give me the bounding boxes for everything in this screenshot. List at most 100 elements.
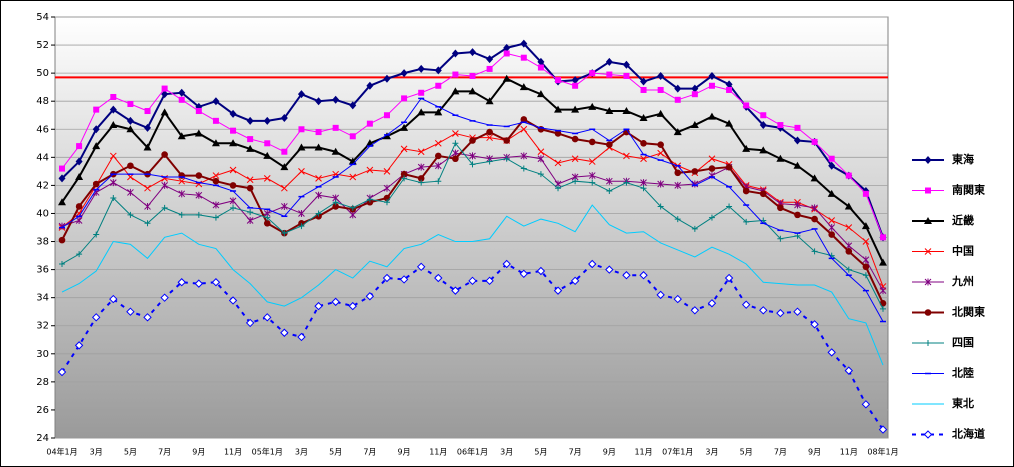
data-point [674, 181, 682, 189]
data-point [229, 197, 237, 205]
data-point [657, 203, 664, 210]
data-point [331, 147, 340, 155]
data-point [862, 256, 870, 264]
data-point [263, 313, 272, 322]
data-point [555, 185, 562, 192]
data-point [502, 259, 511, 269]
data-point [143, 143, 152, 151]
data-point [110, 195, 117, 202]
data-point [315, 210, 322, 217]
data-point [178, 88, 186, 97]
data-point [588, 138, 596, 146]
data-point [366, 166, 374, 174]
data-point [640, 86, 647, 93]
data-point [606, 141, 613, 149]
data-point [726, 86, 733, 93]
data-point [793, 307, 802, 316]
data-point [315, 97, 323, 106]
y-tick-label: 42 [36, 180, 49, 191]
data-point [263, 219, 271, 227]
data-point [75, 216, 83, 224]
data-point [537, 155, 545, 163]
data-point [811, 215, 818, 223]
data-point [349, 101, 357, 110]
data-point [298, 168, 305, 175]
data-point [827, 348, 836, 357]
data-point [332, 95, 340, 104]
plot-area [54, 16, 889, 439]
data-point [536, 90, 545, 98]
data-point [383, 112, 390, 119]
data-point [520, 125, 528, 133]
data-point [623, 152, 630, 160]
data-point [519, 269, 529, 279]
data-point [366, 81, 374, 90]
data-point [794, 124, 801, 131]
data-point [126, 116, 134, 125]
data-point [879, 258, 887, 266]
x-tick-label: 9月 [603, 448, 616, 457]
data-point [519, 83, 528, 91]
data-point [828, 155, 835, 162]
data-point [759, 190, 767, 198]
data-point [588, 158, 596, 165]
data-point [127, 101, 134, 108]
data-point [845, 266, 852, 273]
legend-marker [924, 248, 932, 255]
data-point [212, 214, 219, 221]
data-point [246, 144, 255, 152]
data-point [263, 175, 271, 182]
data-point [828, 224, 836, 231]
data-point [708, 71, 716, 80]
data-point [469, 161, 476, 168]
data-point [622, 107, 631, 115]
data-point [674, 96, 681, 103]
data-point [349, 204, 356, 211]
data-point [400, 69, 408, 78]
legend-marker [925, 340, 931, 346]
x-tick-label: 7月 [363, 448, 376, 457]
data-point [520, 116, 528, 123]
x-tick-label: 11月 [634, 448, 652, 457]
data-point [127, 162, 134, 170]
data-point [160, 108, 169, 116]
data-point [862, 272, 869, 279]
data-point [59, 165, 65, 172]
data-point [160, 293, 169, 302]
data-point [880, 305, 886, 312]
data-point [401, 95, 408, 102]
data-point [74, 341, 84, 350]
data-point [281, 230, 288, 237]
data-point [844, 366, 853, 375]
y-tick-label: 48 [36, 96, 49, 107]
data-point [247, 136, 254, 143]
data-point [468, 87, 477, 95]
data-point [195, 191, 203, 199]
data-point [520, 152, 528, 160]
data-point [725, 80, 733, 89]
legend-marker [923, 430, 933, 439]
x-tick-label: 3月 [705, 448, 718, 457]
data-point [298, 209, 305, 217]
data-point [605, 177, 613, 185]
data-point [332, 124, 339, 131]
data-point [434, 273, 443, 283]
legend-label: 東海 [952, 152, 974, 166]
data-point [708, 214, 715, 221]
x-tick-label: 11月 [840, 448, 858, 457]
data-point [92, 125, 100, 134]
y-tick-label: 46 [36, 124, 49, 135]
data-point [571, 135, 579, 143]
data-point [212, 97, 220, 106]
data-point [639, 271, 648, 280]
legend-label: 四国 [952, 336, 974, 349]
data-point [844, 202, 853, 210]
data-point [776, 308, 785, 318]
data-point [212, 201, 220, 209]
data-point [228, 296, 238, 305]
data-point [315, 191, 322, 199]
data-point [469, 137, 476, 144]
data-point [589, 179, 596, 186]
data-point [212, 177, 220, 185]
data-point [741, 300, 751, 309]
